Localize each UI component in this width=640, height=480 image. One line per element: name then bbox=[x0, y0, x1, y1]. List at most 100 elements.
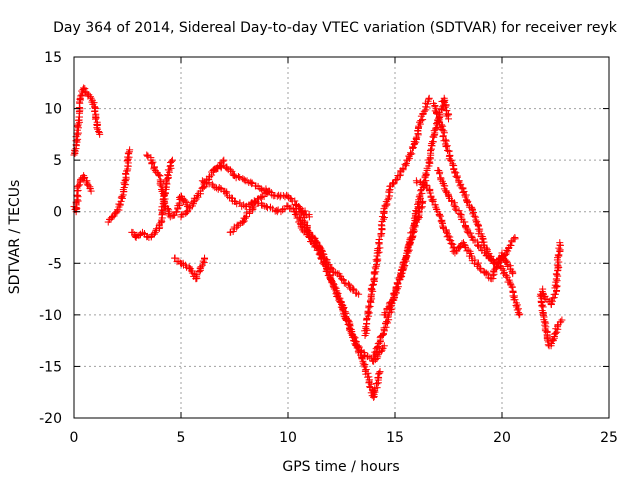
y-tick-label: -5 bbox=[48, 256, 62, 272]
data-point-fill bbox=[390, 180, 398, 188]
data-point bbox=[166, 213, 174, 221]
data-point-fill bbox=[243, 177, 251, 185]
data-point-fill bbox=[144, 152, 152, 160]
data-point-fill bbox=[301, 207, 309, 215]
data-point-fill bbox=[86, 93, 94, 101]
data-point bbox=[265, 187, 273, 195]
y-axis-label: SDTVAR / TECUs bbox=[7, 180, 23, 295]
data-point-fill bbox=[497, 255, 505, 263]
data-point-fill bbox=[506, 241, 514, 249]
data-point-fill bbox=[469, 208, 477, 216]
data-point bbox=[419, 197, 427, 205]
data-point-fill bbox=[508, 237, 516, 245]
data-point-fill bbox=[400, 259, 408, 267]
data-point-fill bbox=[171, 254, 179, 262]
data-point-fill bbox=[432, 110, 440, 118]
data-point-fill bbox=[404, 245, 412, 253]
data-point-fill bbox=[241, 214, 249, 222]
x-tick-label: 5 bbox=[177, 430, 186, 446]
data-point-fill bbox=[219, 157, 227, 165]
data-point-fill bbox=[409, 144, 417, 152]
data-point-fill bbox=[503, 257, 511, 265]
data-point-fill bbox=[223, 164, 231, 172]
data-point-fill bbox=[337, 298, 345, 306]
data-point-fill bbox=[367, 284, 375, 292]
data-point bbox=[380, 342, 388, 350]
data-point-fill bbox=[441, 103, 449, 111]
data-point-fill bbox=[435, 167, 443, 175]
data-point-fill bbox=[363, 315, 371, 323]
data-point-fill bbox=[415, 196, 423, 204]
data-point bbox=[355, 290, 363, 298]
data-point-fill bbox=[509, 292, 517, 300]
data-point-fill bbox=[453, 247, 461, 255]
data-point-fill bbox=[463, 197, 471, 205]
data-point-fill bbox=[408, 150, 416, 158]
data-point-fill bbox=[360, 361, 368, 369]
data-point-fill bbox=[384, 196, 392, 204]
data-point bbox=[498, 264, 506, 272]
data-point-fill bbox=[477, 266, 485, 274]
data-point bbox=[515, 311, 523, 319]
data-point-fill bbox=[435, 170, 443, 178]
data-point-fill bbox=[448, 240, 456, 248]
data-point-fill bbox=[247, 178, 255, 186]
data-point-fill bbox=[376, 244, 384, 252]
data-point-fill bbox=[391, 176, 399, 184]
data-point-fill bbox=[359, 359, 367, 367]
data-point-fill bbox=[248, 180, 256, 188]
x-tick-label: 15 bbox=[386, 430, 404, 446]
data-point-fill bbox=[439, 122, 447, 130]
data-point-fill bbox=[393, 176, 401, 184]
data-point-fill bbox=[131, 233, 139, 241]
data-point-fill bbox=[164, 205, 172, 213]
data-point-fill bbox=[432, 124, 440, 132]
data-point-fill bbox=[334, 292, 342, 300]
data-point bbox=[284, 203, 292, 211]
data-point-fill bbox=[77, 92, 85, 100]
data-point-fill bbox=[516, 310, 524, 318]
data-point-fill bbox=[410, 227, 418, 235]
data-point-fill bbox=[473, 261, 481, 269]
data-point-fill bbox=[91, 107, 99, 115]
data-point-fill bbox=[349, 285, 357, 293]
data-point-fill bbox=[444, 232, 452, 240]
y-tick-label: -10 bbox=[39, 308, 62, 324]
data-point-fill bbox=[479, 235, 487, 243]
data-point-fill bbox=[555, 251, 563, 259]
data-point-fill bbox=[511, 296, 519, 304]
data-point-fill bbox=[92, 114, 100, 122]
data-point-fill bbox=[168, 157, 176, 165]
data-point-fill bbox=[95, 127, 103, 135]
data-point-fill bbox=[257, 194, 265, 202]
data-point-fill bbox=[313, 238, 321, 246]
data-point-fill bbox=[159, 207, 167, 215]
data-point-fill bbox=[438, 218, 446, 226]
data-point-fill bbox=[439, 132, 447, 140]
data-point bbox=[395, 172, 403, 180]
data-point-fill bbox=[554, 262, 562, 270]
y-tick-label: 0 bbox=[53, 205, 62, 221]
data-point-fill bbox=[553, 277, 561, 285]
data-point-fill bbox=[549, 336, 557, 344]
data-point-fill bbox=[445, 236, 453, 244]
data-point-fill bbox=[264, 188, 272, 196]
data-point-fill bbox=[291, 197, 299, 205]
data-point-fill bbox=[121, 176, 129, 184]
data-point bbox=[447, 156, 455, 164]
data-point-fill bbox=[421, 172, 429, 180]
x-tick-label: 10 bbox=[279, 430, 297, 446]
data-point-fill bbox=[462, 224, 470, 232]
data-point-fill bbox=[474, 259, 482, 267]
data-point-fill bbox=[150, 230, 158, 238]
data-point-fill bbox=[428, 196, 436, 204]
data-point-fill bbox=[281, 193, 289, 201]
data-point-fill bbox=[90, 99, 98, 107]
data-point-fill bbox=[391, 291, 399, 299]
data-point bbox=[404, 156, 412, 164]
data-point-fill bbox=[549, 294, 557, 302]
data-point bbox=[209, 182, 217, 190]
data-point bbox=[397, 270, 405, 278]
data-point-fill bbox=[93, 124, 101, 132]
data-point-fill bbox=[461, 193, 469, 201]
